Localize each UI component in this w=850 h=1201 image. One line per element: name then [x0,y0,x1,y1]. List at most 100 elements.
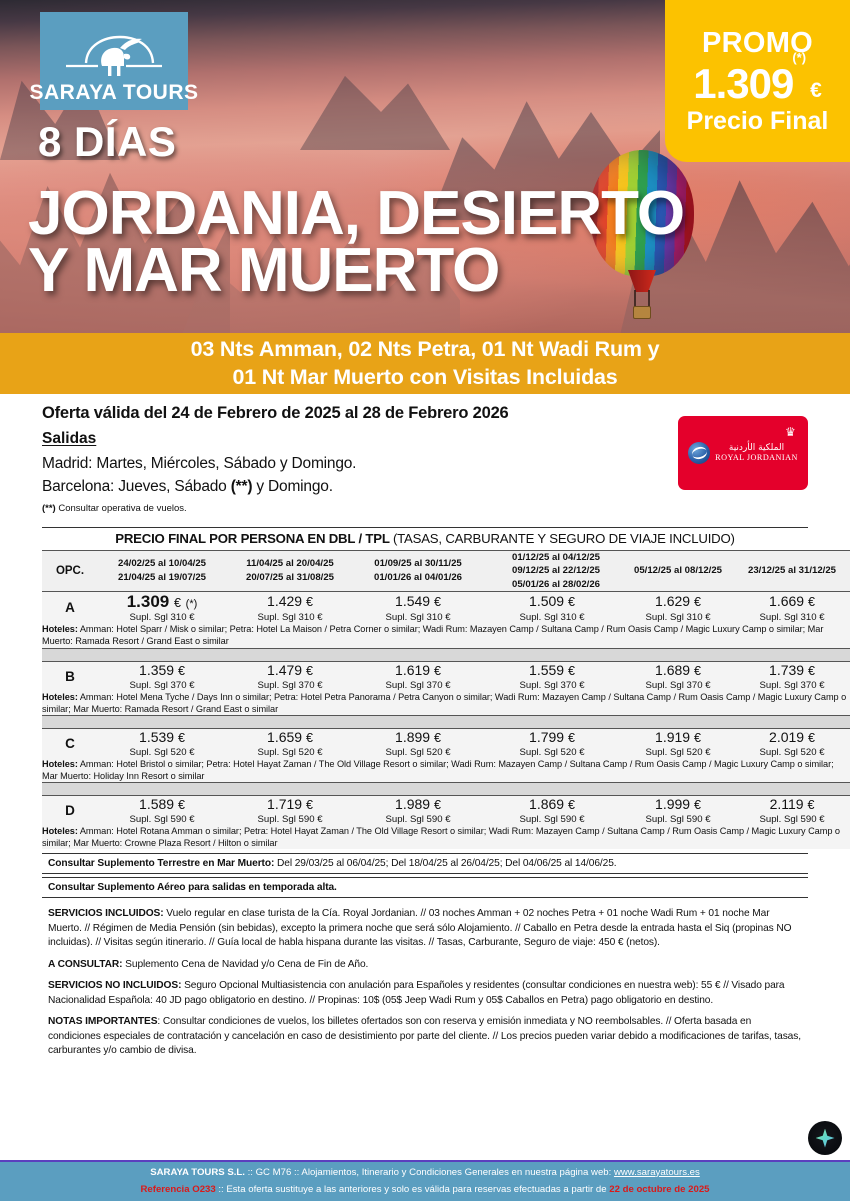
price-value: 1.589 [139,796,175,813]
price-table: OPC. 24/02/25 al 10/04/25 21/04/25 al 19… [42,550,850,850]
price-cell: 1.739 € [734,661,850,680]
price-cell: 1.989 € [354,795,482,815]
price-cell: 1.659 € [226,728,354,747]
row-option-label: B [42,661,98,691]
header-period-4: 01/12/25 al 04/12/25 09/12/25 al 22/12/2… [482,550,622,592]
price-cell: 1.629 € [622,591,734,613]
period-line: 21/04/25 al 19/07/25 [117,571,207,583]
price-value: 1.919 [655,728,691,745]
currency-symbol: € [433,663,441,678]
price-value: 1.509 [529,593,565,610]
hotels-text: Amman: Hotel Sparr / Misk o similar; Pet… [42,624,824,647]
supplement-terrestre-note: Consultar Suplemento Terrestre en Mar Mu… [42,853,808,875]
supplement-terrestre-text: Del 29/03/25 al 06/04/25; Del 18/04/25 a… [274,858,617,870]
table-row: C 1.539 € 1.659 € 1.899 € 1.799 € 1.919 … [42,728,850,758]
row-option-label: D [42,795,98,826]
header-period-3: 01/09/25 al 30/11/25 01/01/26 al 04/01/2… [354,550,482,592]
price-cell: 1.589 € [98,795,226,815]
price-value: 1.539 [139,728,175,745]
price-table-wrapper: PRECIO FINAL POR PERSONA EN DBL / TPL (T… [42,526,850,899]
hotels-cell: Hoteles: Amman: Hotel Mena Tyche / Days … [42,690,850,716]
supplement-terrestre-label: Consultar Suplemento Terrestre en Mar Mu… [48,858,275,870]
supplement-aereo-label: Consultar Suplemento Aéreo para salidas … [48,882,337,894]
supplement-value: Supl. Sgl 590 € [226,814,354,826]
departure-footnote: (**) Consultar operativa de vuelos. [42,503,808,514]
departure-barcelona-label: Barcelona: [42,478,119,496]
price-value: 1.869 [529,796,565,813]
hero-banner: SARAYA TOURS 8 DÍAS JORDANIA, DESIERTO Y… [0,0,850,333]
period-line: 20/07/25 al 31/08/25 [245,571,335,583]
hotels-label: Hoteles: [42,691,78,702]
promo-badge: PROMO 1.309 (*) € Precio Final [665,0,850,162]
supplement-value: Supl. Sgl 370 € [226,679,354,691]
currency-symbol: € [433,595,441,610]
price-cell: 1.509 € [482,591,622,613]
price-value: 1.359 [139,661,175,678]
currency-symbol: € [305,730,313,745]
itinerary-line-1: 03 Nts Amman, 02 Nts Petra, 01 Nt Wadi R… [190,336,660,361]
hotels-text: Amman: Hotel Rotana Amman o similar; Pet… [42,826,840,849]
ibex-arch-icon [66,35,162,76]
departure-madrid: Madrid: Martes, Miércoles, Sábado y Domi… [42,452,808,475]
price-value: 1.799 [529,728,565,745]
currency-symbol: € [567,595,575,610]
departure-footnote-text: Consultar operativa de vuelos. [55,502,187,514]
hotels-label: Hoteles: [42,826,78,837]
crown-icon: ♛ [785,425,796,439]
footer-reference-line: Referencia O233 :: Esta oferta sustituye… [141,1182,710,1199]
supplement-value: Supl. Sgl 310 € [622,612,734,624]
footer-website-link[interactable]: www.sarayatours.es [613,1166,700,1178]
supplement-aereo-note: Consultar Suplemento Aéreo para salidas … [42,877,808,899]
supplement-row: Supl. Sgl 370 € Supl. Sgl 370 € Supl. Sg… [42,679,850,691]
price-cell: 1.799 € [482,728,622,747]
title-line-2: Y MAR MUERTO [28,236,500,306]
price-cell: 1.359 € [98,661,226,680]
currency-symbol: € [807,798,815,813]
consult-text: Suplemento Cena de Navidad y/o Cena de F… [122,958,369,970]
currency-symbol: € [177,798,185,813]
price-value: 1.719 [267,796,303,813]
price-value: 1.429 [267,593,303,610]
price-cell: 1.309 € (*) [98,591,226,613]
price-value: 1.739 [769,661,805,678]
price-cell: 1.539 € [98,728,226,747]
price-cell: 1.669 € [734,591,850,613]
currency-symbol: € [693,663,701,678]
row-option-label: C [42,728,98,758]
supplement-value: Supl. Sgl 370 € [734,679,850,691]
services-included-text: Vuelo regular en clase turista de la Cía… [48,908,792,949]
hotels-text: Amman: Hotel Mena Tyche / Days Inn o sim… [42,691,847,714]
departure-footnote-mark: (**) [42,502,56,514]
currency-symbol: € [177,730,185,745]
currency-symbol: € [567,798,575,813]
price-value: 1.549 [395,593,431,610]
currency-symbol: € [305,798,313,813]
promo-currency: € [810,78,822,102]
services-not-included-label: SERVICIOS NO INCLUIDOS: [48,980,182,992]
services-included-label: SERVICIOS INCLUIDOS: [48,908,164,920]
hotels-cell: Hoteles: Amman: Hotel Sparr / Misk o sim… [42,623,850,649]
promo-final-label: Precio Final [686,106,829,135]
sparkle-star-badge-icon [808,1121,842,1155]
price-cell: 1.899 € [354,728,482,747]
currency-symbol: € [567,730,575,745]
globe-icon [688,442,711,464]
services-included: SERVICIOS INCLUIDOS: Vuelo regular en cl… [48,907,802,950]
currency-symbol: € [305,663,313,678]
consult-label: A CONSULTAR: [48,958,123,970]
supplement-value: Supl. Sgl 520 € [354,746,482,758]
departure-barcelona-footnote-mark: (**) [230,478,253,496]
hotels-row: Hoteles: Amman: Hotel Rotana Amman o sim… [42,825,850,850]
currency-symbol: € [173,596,181,611]
supplement-value: Supl. Sgl 520 € [734,746,850,758]
price-cell: 1.719 € [226,795,354,815]
promo-amount: 1.309 [693,59,794,107]
price-value: 1.669 [769,593,805,610]
consult-note: A CONSULTAR: Suplemento Cena de Navidad … [48,958,802,972]
departure-barcelona-days-a: Jueves, Sábado [118,478,231,496]
price-cell: 2.019 € [734,728,850,747]
currency-symbol: € [433,730,441,745]
important-notes: NOTAS IMPORTANTES: Consultar condiciones… [48,1015,802,1058]
currency-symbol: € [807,663,815,678]
price-cell: 1.559 € [482,661,622,680]
